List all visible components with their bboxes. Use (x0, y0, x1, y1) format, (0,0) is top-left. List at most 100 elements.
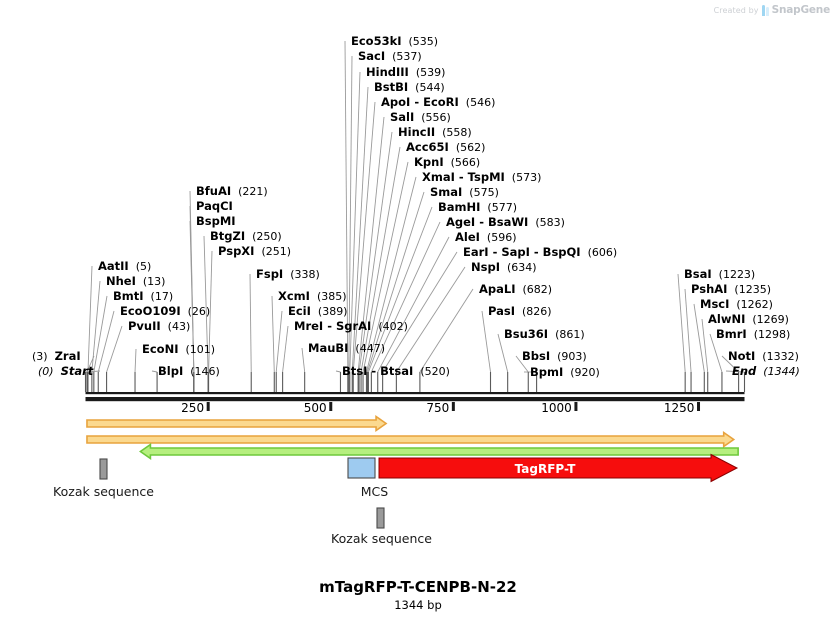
enzyme-label-noti[interactable]: NotI (1332) (728, 350, 799, 363)
enzyme-position: (338) (283, 268, 320, 281)
enzyme-label-nhei[interactable]: NheI (13) (106, 275, 165, 288)
enzyme-name: NspI (471, 260, 500, 274)
enzyme-leader-line (497, 333, 509, 373)
enzyme-name: PshAI (691, 282, 728, 296)
enzyme-label-xmai-tspmi[interactable]: XmaI - TspMI (573) (422, 171, 541, 184)
enzyme-label-zrai[interactable]: (3) ZraI (32, 350, 81, 363)
enzyme-label-econi[interactable]: EcoNI (101) (142, 343, 215, 356)
ruler-label-1250: 1250 (663, 401, 695, 415)
enzyme-name: BpmI (530, 365, 564, 379)
enzyme-label-bbsi[interactable]: BbsI (903) (522, 350, 587, 363)
enzyme-label-sali[interactable]: SalI (556) (390, 111, 451, 124)
ruler-tick (206, 402, 210, 411)
cds-arrow-shape (378, 453, 739, 483)
enzyme-position: (520) (413, 365, 450, 378)
enzyme-label-pshai[interactable]: PshAI (1235) (691, 283, 771, 296)
enzyme-label-hincii[interactable]: HincII (558) (398, 126, 472, 139)
enzyme-position: (402) (371, 320, 408, 333)
ruler-tick-marks (206, 402, 701, 411)
enzyme-label-bsu36i[interactable]: Bsu36I (861) (504, 328, 585, 341)
enzyme-label-acc65i[interactable]: Acc65I (562) (406, 141, 485, 154)
enzyme-name: PspXI (218, 244, 255, 258)
enzyme-name: BspMI (196, 214, 236, 228)
enzyme-name: ZraI (54, 349, 81, 363)
enzyme-name: PasI (488, 304, 516, 318)
page-subtitle: 1344 bp (394, 598, 442, 612)
enzyme-label-msci[interactable]: MscI (1262) (700, 298, 773, 311)
cds-label-tagrfp-t: TagRFP-T (514, 462, 576, 476)
enzyme-label-ecii[interactable]: EciI (389) (288, 305, 347, 318)
enzyme-label-bpmi[interactable]: BpmI (920) (530, 366, 600, 379)
feature-block-kozak-sequence-2 (376, 507, 385, 529)
enzyme-label-bstbi[interactable]: BstBI (544) (374, 81, 445, 94)
enzyme-label-smai[interactable]: SmaI (575) (430, 186, 499, 199)
cds-arrow-tagrfp-t (378, 453, 739, 483)
enzyme-label-btsi-btsai[interactable]: BtsI - BtsaI (520) (342, 365, 450, 378)
enzyme-leader-line (677, 273, 686, 373)
enzyme-label-apoi-ecori[interactable]: ApoI - EcoRI (546) (381, 96, 495, 109)
enzyme-leader-line (189, 220, 195, 373)
enzyme-label-alei[interactable]: AleI (596) (455, 231, 517, 244)
enzyme-label-saci[interactable]: SacI (537) (358, 50, 422, 63)
enzyme-label-ecoo109i[interactable]: EcoO109I (26) (120, 305, 210, 318)
enzyme-label-nspi[interactable]: NspI (634) (471, 261, 537, 274)
enzyme-position: (385) (309, 290, 347, 303)
enzyme-position: (826) (515, 305, 552, 318)
enzyme-label-bspmi[interactable]: BspMI (196, 215, 236, 227)
enzyme-label-apali[interactable]: ApaLI (682) (479, 283, 552, 296)
enzyme-label-paqci[interactable]: PaqCI (196, 200, 233, 212)
enzyme-leader-line (481, 310, 491, 373)
enzyme-label-bfuai[interactable]: BfuAI (221) (196, 185, 268, 198)
enzyme-name: ApaLI (479, 282, 516, 296)
enzyme-leader-line (357, 116, 385, 373)
enzyme-label-xcmi[interactable]: XcmI (385) (278, 290, 347, 303)
enzyme-label-kpni[interactable]: KpnI (566) (414, 156, 480, 169)
enzyme-label-mrei-sgrai[interactable]: MreI - SgrAI (402) (294, 320, 408, 333)
enzyme-label-end[interactable]: End (1344) (732, 365, 800, 378)
enzyme-position: (101) (178, 343, 216, 356)
enzyme-label-aatii[interactable]: AatII (5) (98, 260, 151, 273)
enzyme-name: ApoI - EcoRI (381, 95, 459, 109)
enzyme-label-bmri[interactable]: BmrI (1298) (716, 328, 790, 341)
enzyme-label-eco53ki[interactable]: Eco53kI (535) (351, 35, 438, 48)
ruler-label-1000: 1000 (541, 401, 572, 415)
enzyme-name: PaqCI (196, 199, 233, 213)
enzyme-name: AatII (98, 259, 129, 273)
enzyme-name: Acc65I (406, 140, 449, 154)
enzyme-label-pspxi[interactable]: PspXI (251) (218, 245, 291, 258)
enzyme-label-alwni[interactable]: AlwNI (1269) (708, 313, 789, 326)
enzyme-leader-line (725, 370, 745, 373)
feature-label-kozak-sequence-2: Kozak sequence (331, 531, 432, 546)
enzyme-name: PvuII (128, 319, 161, 333)
enzyme-position: (861) (548, 328, 585, 341)
enzyme-label-blpi[interactable]: BlpI (146) (158, 365, 220, 378)
enzyme-label-pvuii[interactable]: PvuII (43) (128, 320, 190, 333)
ruler-tick (329, 402, 333, 411)
enzyme-position: (606) (580, 246, 618, 259)
enzyme-leader-line (335, 370, 341, 373)
ruler-tick (451, 402, 455, 411)
page-title: mTagRFP-T-CENPB-N-22 (319, 578, 517, 596)
feature-blocks (99, 457, 385, 529)
enzyme-label-bamhi[interactable]: BamHI (577) (438, 201, 517, 214)
enzyme-name: NheI (106, 274, 136, 288)
enzyme-label-hindiii[interactable]: HindIII (539) (366, 66, 445, 79)
enzyme-position: (903) (550, 350, 587, 363)
enzyme-position: (575) (462, 186, 499, 199)
enzyme-label-btgzi[interactable]: BtgZI (250) (210, 230, 282, 243)
enzyme-label-bmti[interactable]: BmtI (17) (113, 290, 173, 303)
enzyme-name: AleI (455, 230, 480, 244)
enzyme-label-start[interactable]: (0) Start (38, 365, 93, 378)
enzyme-leader-line (208, 250, 213, 373)
enzyme-leader-line (693, 303, 705, 373)
enzyme-label-pasi[interactable]: PasI (826) (488, 305, 552, 318)
enzyme-label-fspi[interactable]: FspI (338) (256, 268, 320, 281)
enzyme-label-eari-sapi-bspqi[interactable]: EarI - SapI - BspQI (606) (463, 246, 617, 259)
enzyme-label-agei-bsawi[interactable]: AgeI - BsaWI (583) (446, 216, 565, 229)
enzyme-label-maubi[interactable]: MauBI (447) (308, 342, 385, 355)
feature-track-green-track (139, 442, 739, 461)
enzyme-name: EciI (288, 304, 311, 318)
enzyme-leader-line (87, 265, 93, 373)
enzyme-label-bsai[interactable]: BsaI (1223) (684, 268, 755, 281)
